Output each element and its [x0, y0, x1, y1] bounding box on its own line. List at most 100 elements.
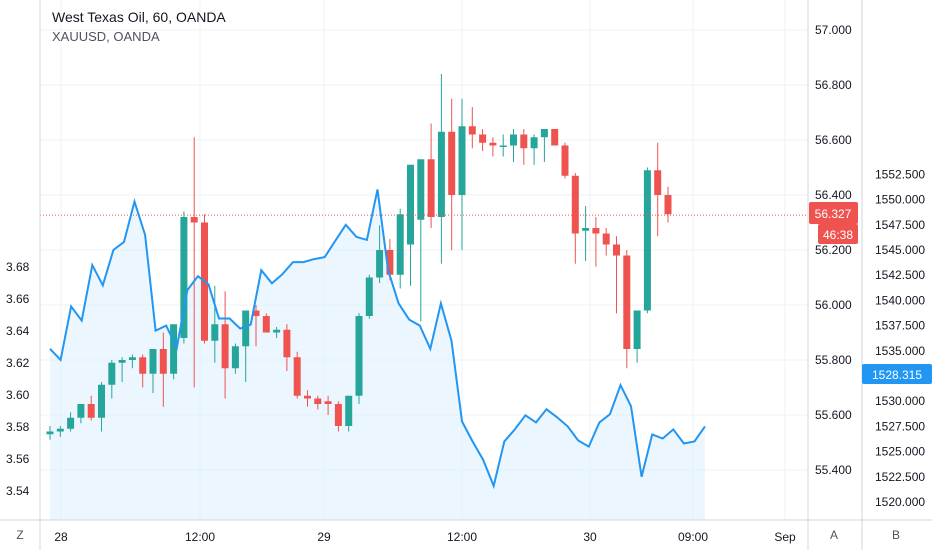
- auto-scale-left-button[interactable]: Z: [16, 528, 23, 542]
- gold-axis-tick-label: 1547.500: [875, 218, 925, 232]
- oil-axis-tick-label: 56.800: [815, 78, 852, 92]
- candle-body: [520, 134, 528, 149]
- candle-body: [211, 324, 219, 341]
- oil-price-label: 56.327: [815, 207, 852, 221]
- gold-axis-tick-label: 1527.500: [875, 419, 925, 433]
- candle-body: [149, 349, 157, 374]
- candle-body: [396, 214, 404, 275]
- gold-axis-tick-label: 1530.000: [875, 394, 925, 408]
- candle-body: [87, 404, 95, 418]
- candle-body: [592, 228, 600, 234]
- candle-body: [190, 217, 198, 223]
- candle-body: [499, 145, 507, 147]
- svg-text:Z: Z: [16, 528, 23, 542]
- oil-axis-tick-label: 55.800: [815, 353, 852, 367]
- candle-body: [252, 310, 260, 316]
- candle-body: [448, 131, 456, 195]
- gold-axis-tick-label: 1550.000: [875, 193, 925, 207]
- left-axis-tick-label: 3.64: [6, 324, 30, 338]
- candle-body: [468, 126, 476, 135]
- oil-axis-tick-label: 56.400: [815, 188, 852, 202]
- candle-body: [376, 250, 384, 278]
- candle-body: [530, 137, 538, 149]
- candle-body: [159, 349, 167, 374]
- candle-body: [77, 404, 85, 418]
- candle-body: [56, 428, 64, 432]
- candle-body: [571, 175, 579, 234]
- svg-text:A: A: [830, 528, 838, 542]
- gold-axis-tick-label: 1522.500: [875, 470, 925, 484]
- gold-price-tag: 1528.315: [862, 364, 932, 384]
- overlay-series-title[interactable]: XAUUSD, OANDA: [52, 29, 160, 44]
- auto-scale-right-button[interactable]: B: [892, 528, 900, 542]
- gold-price-label: 1528.315: [872, 368, 922, 382]
- candle-body: [407, 164, 414, 245]
- candle-body: [293, 357, 301, 396]
- candle-body: [314, 398, 322, 404]
- time-axis-tick-label: 30: [583, 530, 597, 544]
- candle-body: [355, 316, 363, 396]
- gold-axis-tick-label: 1540.000: [875, 293, 925, 307]
- left-axis-tick-label: 3.60: [6, 388, 30, 402]
- candle-body: [118, 360, 126, 363]
- candle-body: [46, 431, 54, 435]
- gold-axis-tick-label: 1545.000: [875, 243, 925, 257]
- candle-body: [365, 277, 373, 316]
- candle-body: [324, 401, 332, 404]
- left-axis-tick-label: 3.66: [6, 292, 30, 306]
- candle-body: [108, 362, 116, 385]
- gold-axis-tick-label: 1552.500: [875, 167, 925, 181]
- auto-scale-mid-button[interactable]: A: [830, 528, 838, 542]
- oil-axis-tick-label: 57.000: [815, 23, 852, 37]
- candle-body: [613, 244, 620, 256]
- gold-axis-tick-label: 1537.500: [875, 319, 925, 333]
- countdown-label: 46:38: [823, 228, 853, 242]
- candle-body: [643, 170, 651, 311]
- candle-body: [180, 217, 188, 338]
- candle-body: [540, 129, 548, 138]
- candle-body: [489, 142, 497, 146]
- candle-body: [67, 417, 75, 429]
- time-axis-tick-label: 12:00: [447, 530, 477, 544]
- candle-body: [479, 134, 487, 143]
- gold-axis-tick-label: 1535.000: [875, 344, 925, 358]
- gold-axis-tick-label: 1520.000: [875, 495, 925, 509]
- oil-axis-tick-label: 56.600: [815, 133, 852, 147]
- candle-body: [654, 170, 662, 195]
- time-axis-tick-label: Sep: [774, 530, 796, 544]
- candle-body: [602, 233, 610, 245]
- oil-axis-tick-label: 56.000: [815, 298, 852, 312]
- oil-candles: [46, 74, 672, 440]
- gold-axis-tick-label: 1525.000: [875, 445, 925, 459]
- left-axis-tick-label: 3.56: [6, 452, 30, 466]
- gold-area-fill: [50, 189, 705, 520]
- candle-body: [98, 384, 105, 418]
- left-axis-tick-label: 3.54: [6, 484, 30, 498]
- candle-body: [437, 131, 445, 217]
- countdown-tag: 46:38: [818, 224, 858, 244]
- gold-axis-tick-label: 1542.500: [875, 268, 925, 282]
- svg-text:B: B: [892, 528, 900, 542]
- main-series-title[interactable]: West Texas Oil, 60, OANDA: [52, 9, 226, 25]
- candle-body: [128, 357, 136, 360]
- left-axis-tick-label: 3.62: [6, 356, 30, 370]
- time-axis-tick-label: 28: [54, 530, 68, 544]
- candle-body: [273, 329, 281, 333]
- candle-body: [334, 404, 342, 426]
- gold-price-line: [49, 189, 706, 490]
- candle-body: [623, 255, 631, 349]
- candle-body: [582, 228, 590, 231]
- oil-price-tag: 56.327: [809, 202, 858, 224]
- candle-body: [221, 324, 229, 369]
- oil-axis-tick-label: 56.200: [815, 243, 852, 257]
- time-axis-tick-label: 09:00: [678, 530, 708, 544]
- candle-body: [386, 250, 394, 275]
- candle-body: [345, 395, 353, 426]
- candle-body: [262, 316, 270, 333]
- candle-body: [231, 346, 239, 369]
- candle-body: [551, 129, 559, 146]
- candle-body: [561, 145, 569, 176]
- candle-body: [664, 195, 672, 215]
